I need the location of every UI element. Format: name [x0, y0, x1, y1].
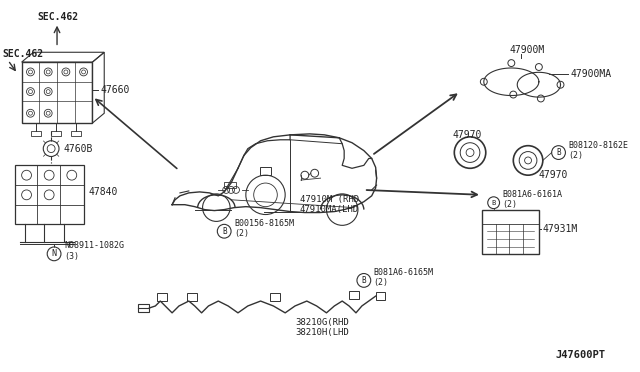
Text: SEC.462: SEC.462: [37, 12, 79, 22]
Bar: [138, 304, 150, 312]
Text: 47840: 47840: [88, 187, 118, 197]
Text: B081A6-6165M
(2): B081A6-6165M (2): [374, 268, 434, 287]
Text: B08120-8162E
(2): B08120-8162E (2): [568, 141, 628, 160]
Text: 47931M: 47931M: [543, 224, 578, 234]
Text: 47970: 47970: [539, 170, 568, 180]
Bar: [260, 167, 271, 175]
Text: 4760B: 4760B: [64, 144, 93, 154]
Text: 47910M (RHD
47910MA(LHD: 47910M (RHD 47910MA(LHD: [300, 195, 359, 214]
Text: B081A6-6161A
(2): B081A6-6161A (2): [502, 190, 563, 209]
Text: 47900M: 47900M: [509, 45, 545, 55]
Bar: [157, 293, 167, 301]
Bar: [271, 293, 280, 301]
Text: B: B: [492, 200, 496, 206]
Text: 47900MA: 47900MA: [570, 69, 611, 79]
Bar: [31, 131, 42, 136]
Bar: [482, 209, 539, 254]
Bar: [51, 131, 61, 136]
Text: B00156-8165M
(2): B00156-8165M (2): [234, 219, 294, 238]
Text: B: B: [556, 148, 561, 157]
Bar: [15, 165, 84, 224]
Text: J47600PT: J47600PT: [556, 350, 605, 360]
Text: SEC.462: SEC.462: [2, 49, 43, 59]
Text: 47970: 47970: [452, 130, 482, 140]
Text: 38210G(RHD
38210H(LHD: 38210G(RHD 38210H(LHD: [295, 318, 349, 337]
Bar: [224, 182, 236, 188]
Bar: [376, 292, 385, 300]
Bar: [187, 293, 196, 301]
Bar: [22, 62, 92, 123]
Text: B: B: [362, 276, 366, 285]
Text: B: B: [222, 227, 227, 236]
Bar: [349, 291, 359, 299]
Text: 47660: 47660: [100, 85, 130, 94]
Text: N: N: [52, 249, 56, 258]
Bar: [71, 131, 81, 136]
Text: N08911-1082G
(3): N08911-1082G (3): [64, 241, 124, 261]
